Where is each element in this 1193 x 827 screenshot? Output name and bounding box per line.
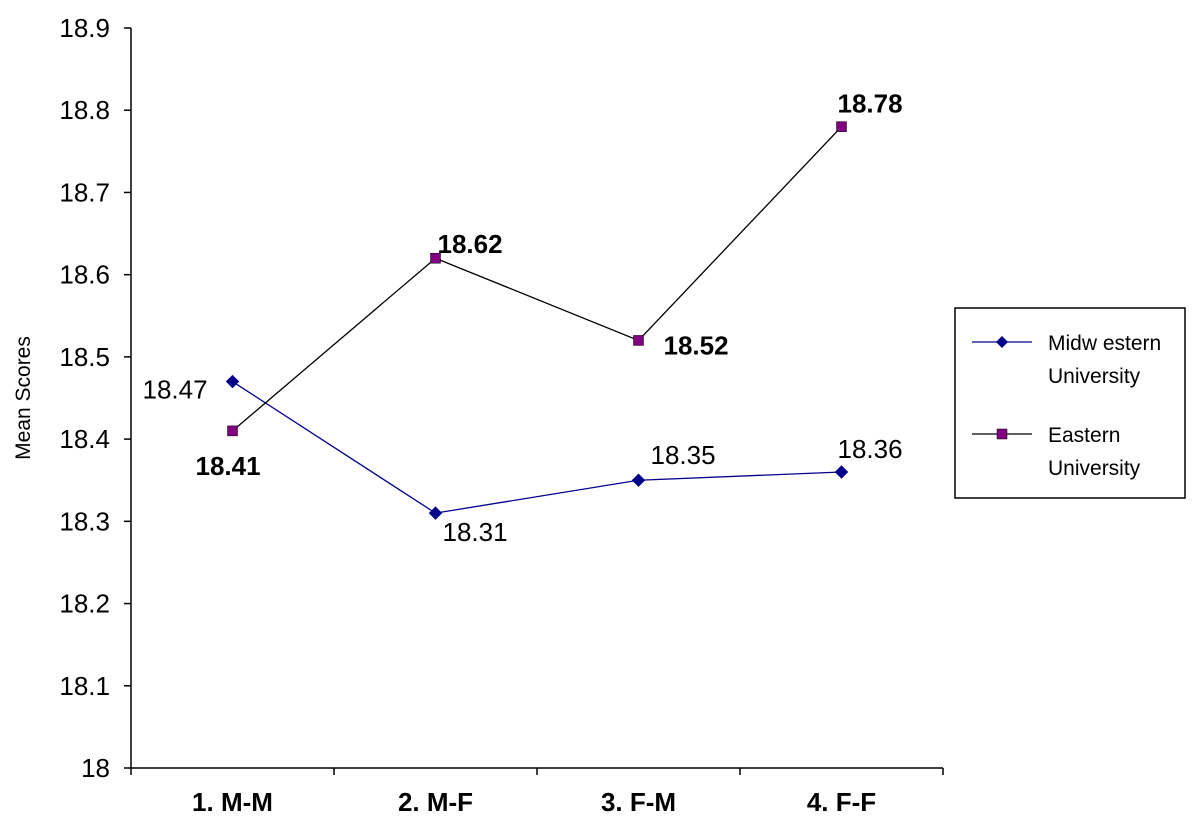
data-label: 18.35 [651, 440, 716, 470]
series-layer [225, 121, 849, 520]
legend-diamond-marker [996, 336, 1008, 348]
series-line-1 [232, 381, 842, 514]
square-marker [633, 335, 644, 346]
y-tick-label: 18 [81, 753, 110, 783]
data-label: 18.41 [196, 451, 261, 481]
y-tick-label: 18.4 [59, 424, 110, 454]
legend-label: Eastern [1048, 424, 1120, 447]
legend-label: Midw estern [1048, 332, 1161, 355]
square-marker [430, 252, 441, 264]
series-line-2 [232, 126, 842, 432]
legend-square-marker [996, 428, 1008, 440]
y-tick-label: 18.9 [59, 13, 110, 43]
data-label: 18.78 [838, 89, 903, 119]
y-tick-label: 18.7 [59, 177, 110, 207]
diamond-marker [428, 506, 443, 520]
square-marker [227, 425, 238, 437]
legend-label: University [1048, 365, 1141, 388]
y-axis-ticks: 18 18.1 18.2 18.3 18.4 18.5 18.6 18.7 18.8 18.9 [59, 13, 131, 783]
x-tick-label: 3. F-M [601, 787, 676, 817]
axes [130, 28, 943, 769]
legend: Midw estern University Eastern University [954, 307, 1186, 499]
y-tick-label: 18.6 [59, 260, 110, 290]
data-label: 18.36 [838, 434, 903, 464]
x-tick-label: 2. M-F [398, 787, 473, 817]
diamond-marker [225, 374, 240, 389]
legend-label: University [1048, 457, 1141, 480]
data-labels: 18.47 18.31 18.35 18.36 18.41 18.62 18.52 18.78 [143, 89, 903, 547]
diamond-marker [834, 465, 849, 479]
diamond-marker [631, 473, 646, 487]
y-axis-label: Mean Scores [12, 336, 35, 460]
square-marker [836, 121, 847, 132]
y-tick-label: 18.1 [59, 671, 110, 701]
x-tick-label: 4. F-F [807, 787, 876, 817]
data-label: 18.62 [438, 229, 503, 259]
y-tick-label: 18.5 [59, 342, 110, 372]
x-axis-ticks: 1. M-M 2. M-F 3. F-M 4. F-F [130, 768, 944, 817]
legend-box [954, 307, 1186, 499]
y-tick-label: 18.2 [59, 589, 110, 619]
x-tick-label: 1. M-M [192, 787, 273, 817]
data-label: 18.47 [143, 375, 208, 405]
data-label: 18.52 [664, 330, 729, 360]
y-tick-label: 18.3 [59, 506, 110, 536]
data-label: 18.31 [443, 517, 508, 547]
y-tick-label: 18.8 [59, 95, 110, 125]
